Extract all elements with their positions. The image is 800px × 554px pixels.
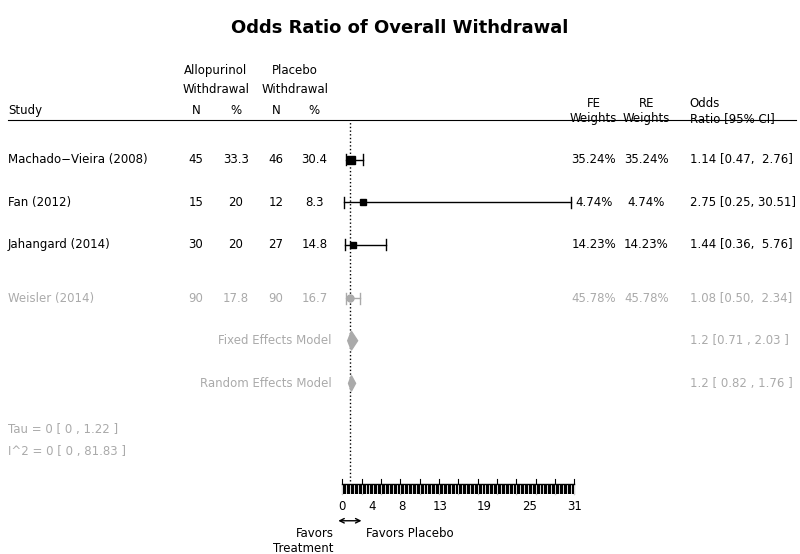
- Text: 4: 4: [369, 500, 376, 512]
- Text: N: N: [192, 104, 200, 117]
- Text: Weisler (2014): Weisler (2014): [8, 291, 94, 305]
- Text: Fan (2012): Fan (2012): [8, 196, 71, 209]
- Text: Odds Ratio of Overall Withdrawal: Odds Ratio of Overall Withdrawal: [231, 19, 569, 37]
- Text: 20: 20: [229, 238, 243, 252]
- Text: 14.23%: 14.23%: [571, 238, 616, 252]
- Text: 45.78%: 45.78%: [571, 291, 616, 305]
- Text: 4.74%: 4.74%: [628, 196, 665, 209]
- Text: 19: 19: [477, 500, 492, 512]
- Text: Placebo: Placebo: [272, 64, 318, 78]
- Text: 8.3: 8.3: [305, 196, 324, 209]
- Text: N: N: [272, 104, 280, 117]
- Text: Random Effects Model: Random Effects Model: [200, 377, 332, 390]
- Text: Odds
Ratio [95% CI]: Odds Ratio [95% CI]: [690, 97, 774, 125]
- Text: Jahangard (2014): Jahangard (2014): [8, 238, 110, 252]
- Text: 8: 8: [398, 500, 406, 512]
- Text: 0: 0: [338, 500, 346, 512]
- Text: 14.23%: 14.23%: [624, 238, 669, 252]
- Text: 14.8: 14.8: [302, 238, 327, 252]
- Text: Withdrawal: Withdrawal: [182, 83, 250, 96]
- Text: 35.24%: 35.24%: [571, 153, 616, 166]
- Text: Fixed Effects Model: Fixed Effects Model: [218, 334, 332, 347]
- Text: Withdrawal: Withdrawal: [262, 83, 329, 96]
- Text: 1.08 [0.50,  2.34]: 1.08 [0.50, 2.34]: [690, 291, 792, 305]
- Text: RE
Weights: RE Weights: [622, 97, 670, 125]
- Text: 1.44 [0.36,  5.76]: 1.44 [0.36, 5.76]: [690, 238, 792, 252]
- Text: 46: 46: [269, 153, 283, 166]
- Text: 17.8: 17.8: [223, 291, 249, 305]
- Text: 45.78%: 45.78%: [624, 291, 669, 305]
- Bar: [342, 484, 574, 494]
- Text: Machado−Vieira (2008): Machado−Vieira (2008): [8, 153, 148, 166]
- Text: Favors Placebo: Favors Placebo: [366, 527, 454, 540]
- Text: 2.75 [0.25, 30.51]: 2.75 [0.25, 30.51]: [690, 196, 795, 209]
- Text: 25: 25: [522, 500, 537, 512]
- Polygon shape: [348, 331, 358, 350]
- Text: 90: 90: [189, 291, 203, 305]
- Text: 1.2 [0.71 , 2.03 ]: 1.2 [0.71 , 2.03 ]: [690, 334, 789, 347]
- Text: 35.24%: 35.24%: [624, 153, 669, 166]
- Text: 30.4: 30.4: [302, 153, 327, 166]
- Text: 16.7: 16.7: [302, 291, 327, 305]
- Text: I^2 = 0 [ 0 , 81.83 ]: I^2 = 0 [ 0 , 81.83 ]: [8, 445, 126, 458]
- Text: FE
Weights: FE Weights: [570, 97, 618, 125]
- Text: 20: 20: [229, 196, 243, 209]
- Text: Favors
Treatment: Favors Treatment: [274, 527, 334, 554]
- Text: 33.3: 33.3: [223, 153, 249, 166]
- Text: 1.2 [ 0.82 , 1.76 ]: 1.2 [ 0.82 , 1.76 ]: [690, 377, 792, 390]
- Text: %: %: [230, 104, 242, 117]
- Polygon shape: [349, 376, 355, 391]
- Text: Study: Study: [8, 104, 42, 117]
- Text: 1.14 [0.47,  2.76]: 1.14 [0.47, 2.76]: [690, 153, 793, 166]
- Text: 12: 12: [269, 196, 283, 209]
- Text: 4.74%: 4.74%: [575, 196, 612, 209]
- Text: Tau = 0 [ 0 , 1.22 ]: Tau = 0 [ 0 , 1.22 ]: [8, 423, 118, 436]
- Text: 30: 30: [189, 238, 203, 252]
- Text: 45: 45: [189, 153, 203, 166]
- Text: 13: 13: [432, 500, 447, 512]
- Text: 15: 15: [189, 196, 203, 209]
- Text: %: %: [309, 104, 320, 117]
- Text: 27: 27: [269, 238, 283, 252]
- Text: 31: 31: [567, 500, 582, 512]
- Text: 90: 90: [269, 291, 283, 305]
- Text: Allopurinol: Allopurinol: [184, 64, 248, 78]
